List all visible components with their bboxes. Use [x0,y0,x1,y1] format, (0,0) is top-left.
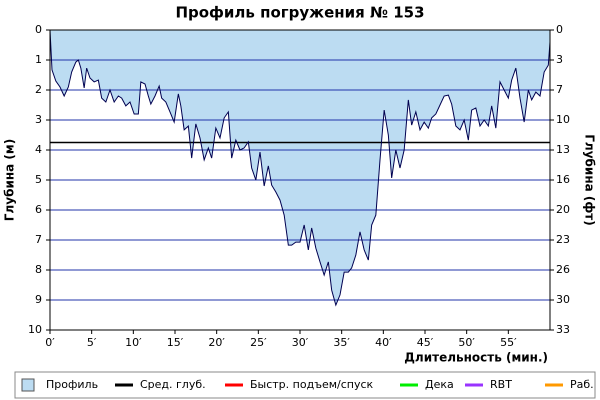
x-tick-label: 40′ [375,336,392,349]
y2-tick-label: 16 [556,173,570,186]
y2-axis-title: Глубина (фт) [583,134,597,225]
y-tick-label: 9 [35,293,42,306]
y2-tick-label: 3 [556,53,563,66]
y2-tick-label: 33 [556,323,570,336]
y-tick-label: 6 [35,203,42,216]
y-tick-label: 8 [35,263,42,276]
x-tick-label: 30′ [292,336,309,349]
legend-box [14,371,596,399]
x-axis-title: Длительность (мин.) [404,351,548,365]
y2-tick-label: 7 [556,83,563,96]
x-tick-label: 0′ [45,336,55,349]
x-tick-label: 35′ [333,336,350,349]
chart-title: Профиль погружения № 153 [175,4,424,22]
y-axis-title: Глубина (м) [3,139,17,221]
y2-tick-label: 20 [556,203,570,216]
y2-tick-label: 23 [556,233,570,246]
y-tick-label: 7 [35,233,42,246]
y-tick-label: 0 [35,23,42,36]
y2-tick-label: 10 [556,113,570,126]
y2-tick-label: 0 [556,23,563,36]
y-tick-label: 4 [35,143,42,156]
y2-tick-label: 30 [556,293,570,306]
x-tick-label: 25′ [250,336,267,349]
x-tick-label: 55′ [500,336,517,349]
legend-label: Раб. [570,378,594,391]
legend-label: Дека [425,378,454,391]
y-tick-label: 3 [35,113,42,126]
legend-label: Профиль [46,378,98,391]
x-tick-label: 20′ [208,336,225,349]
y-tick-label: 2 [35,83,42,96]
x-tick-label: 10′ [125,336,142,349]
y-tick-label: 1 [35,53,42,66]
profile-line [49,29,551,307]
x-tick-label: 45′ [417,336,434,349]
legend-label: Быстр. подъем/спуск [250,378,374,391]
profile-area [50,30,550,306]
y2-tick-label: 13 [556,143,570,156]
y-tick-label: 10 [28,323,42,336]
y-tick-label: 5 [35,173,42,186]
x-tick-label: 5′ [87,336,97,349]
x-tick-label: 50′ [458,336,475,349]
legend-swatch [21,378,35,392]
legend-label: RBT [490,378,512,391]
y2-tick-label: 26 [556,263,570,276]
legend-label: Сред. глуб. [140,378,206,391]
x-tick-label: 15′ [167,336,184,349]
